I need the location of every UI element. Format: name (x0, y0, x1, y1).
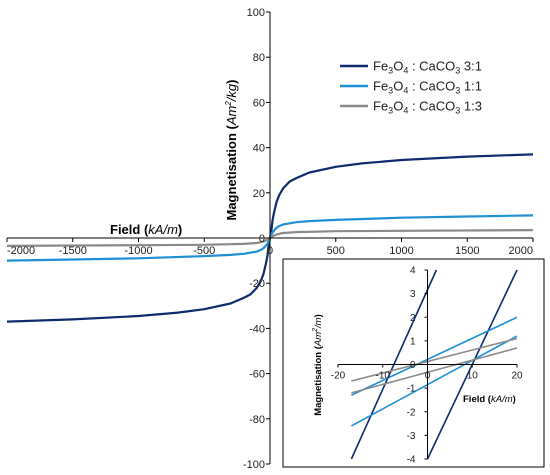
inset-y-tick-label: -2 (407, 407, 416, 418)
inset-x-tick-label: 10 (467, 371, 479, 382)
y-tick-label: -80 (249, 414, 265, 426)
inset-y-tick-label: 1 (410, 336, 416, 347)
main-plot: -2000 -1500 -1000 -500 0 500 1000 1500 2000-100-… (6, 7, 534, 471)
y-tick-label: -40 (249, 323, 265, 335)
y-tick-label: 0 (259, 233, 265, 245)
inset-y-tick-label: 0 (410, 360, 416, 371)
inset-y-tick-label: -4 (407, 455, 416, 466)
inset-x-axis-title: Field (kA/m) (463, 394, 516, 405)
y-tick-label: -20 (249, 278, 265, 290)
y-tick-label: 60 (253, 97, 265, 109)
x-tick-label: 1000 (389, 245, 413, 257)
inset-x-tick-label: 0 (425, 371, 431, 382)
legend-label-1: Fe3O4 : CaCO3 3:1 (373, 59, 482, 76)
inset-x-tick-label: -10 (376, 371, 391, 382)
y-tick-label: -60 (249, 369, 265, 381)
inset-y-axis-title: Magnetisation (Am2/m) (312, 314, 324, 416)
x-tick-label: 2000 (509, 245, 533, 257)
x-tick-label: 1500 (455, 245, 479, 257)
inset-frame (282, 258, 545, 468)
x-axis-title: Field (kA/m) (110, 222, 182, 237)
inset-x-tick-label: -20 (331, 371, 346, 382)
inset-series-line-6 (351, 347, 518, 394)
x-tick-label: -500 (193, 245, 215, 257)
y-axis-title: Magnetisation (Am2/kg) (224, 80, 239, 221)
inset-y-tick-label: -3 (407, 431, 416, 442)
inset-y-tick-label: 2 (410, 313, 416, 324)
x-tick-label: -2000 (7, 245, 35, 257)
y-tick-label: 40 (253, 143, 265, 155)
x-tick-label: 500 (327, 245, 345, 257)
inset-x-tick-label: 20 (511, 371, 523, 382)
x-tick-label: -1000 (124, 245, 152, 257)
main-axis-labels: Field (kA/m) Magnetisation (Am2/kg) (110, 80, 239, 238)
inset-y-tick-label: 4 (410, 266, 416, 277)
legend-label-3: Fe3O4 : CaCO3 1:3 (373, 99, 482, 116)
y-tick-label: 20 (253, 188, 265, 200)
y-tick-label: 80 (253, 52, 265, 64)
inset-series-line-5 (351, 337, 518, 382)
inset-y-tick-label: -1 (407, 384, 416, 395)
inset-series-line-4 (351, 335, 518, 427)
y-tick-label: -100 (243, 459, 265, 471)
legend: Fe3O4 : CaCO3 3:1 Fe3O4 : CaCO3 1:1 Fe3O4 … (340, 59, 482, 116)
x-tick-label: 0 (267, 245, 273, 257)
y-tick-label: 100 (247, 7, 265, 19)
inset-y-tick-label: 3 (410, 289, 416, 300)
inset-series-line-3 (351, 316, 518, 396)
legend-label-2: Fe3O4 : CaCO3 1:1 (373, 79, 482, 96)
x-tick-label: -1500 (59, 245, 87, 257)
